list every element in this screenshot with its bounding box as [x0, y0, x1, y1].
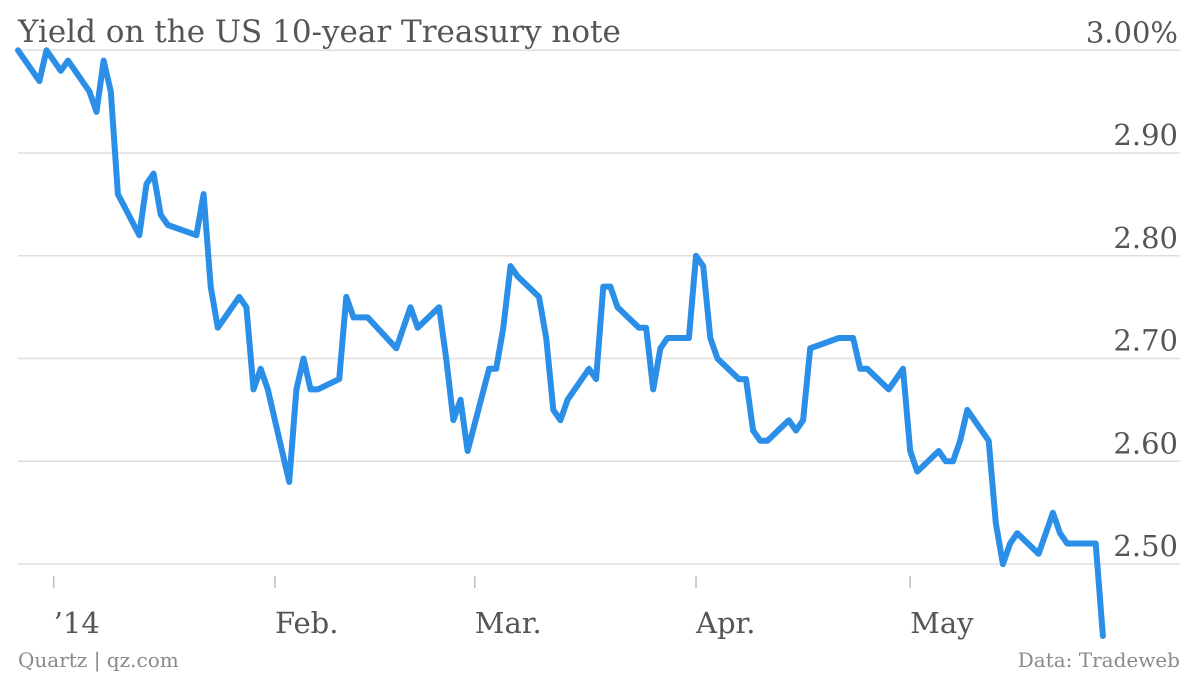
y-axis: 3.00% 2.90 2.80 2.70 2.60 2.50	[1086, 15, 1178, 563]
y-tick-label: 2.60	[1113, 426, 1178, 460]
source-label: Data: Tradeweb	[1018, 648, 1180, 672]
chart-title: Yield on the US 10-year Treasury note	[17, 14, 621, 50]
x-axis: ’14 Feb. Mar. Apr. May	[52, 576, 974, 640]
y-tick-label: 2.80	[1113, 221, 1178, 255]
y-tick-label: 2.70	[1113, 324, 1178, 358]
y-tick-label: 3.00%	[1086, 15, 1178, 49]
y-tick-label: 2.90	[1113, 118, 1178, 152]
y-tick-label: 2.50	[1113, 529, 1178, 563]
gridlines	[18, 49, 1180, 565]
x-tick-label: Apr.	[695, 606, 755, 640]
series-layer	[15, 47, 1106, 639]
x-tick-label: May	[910, 606, 974, 640]
series-line	[15, 47, 1106, 639]
x-tick-label: Feb.	[275, 606, 338, 640]
credit-label: Quartz | qz.com	[18, 648, 179, 673]
x-tick-label: ’14	[54, 606, 100, 640]
x-tick-label: Mar.	[475, 606, 542, 640]
